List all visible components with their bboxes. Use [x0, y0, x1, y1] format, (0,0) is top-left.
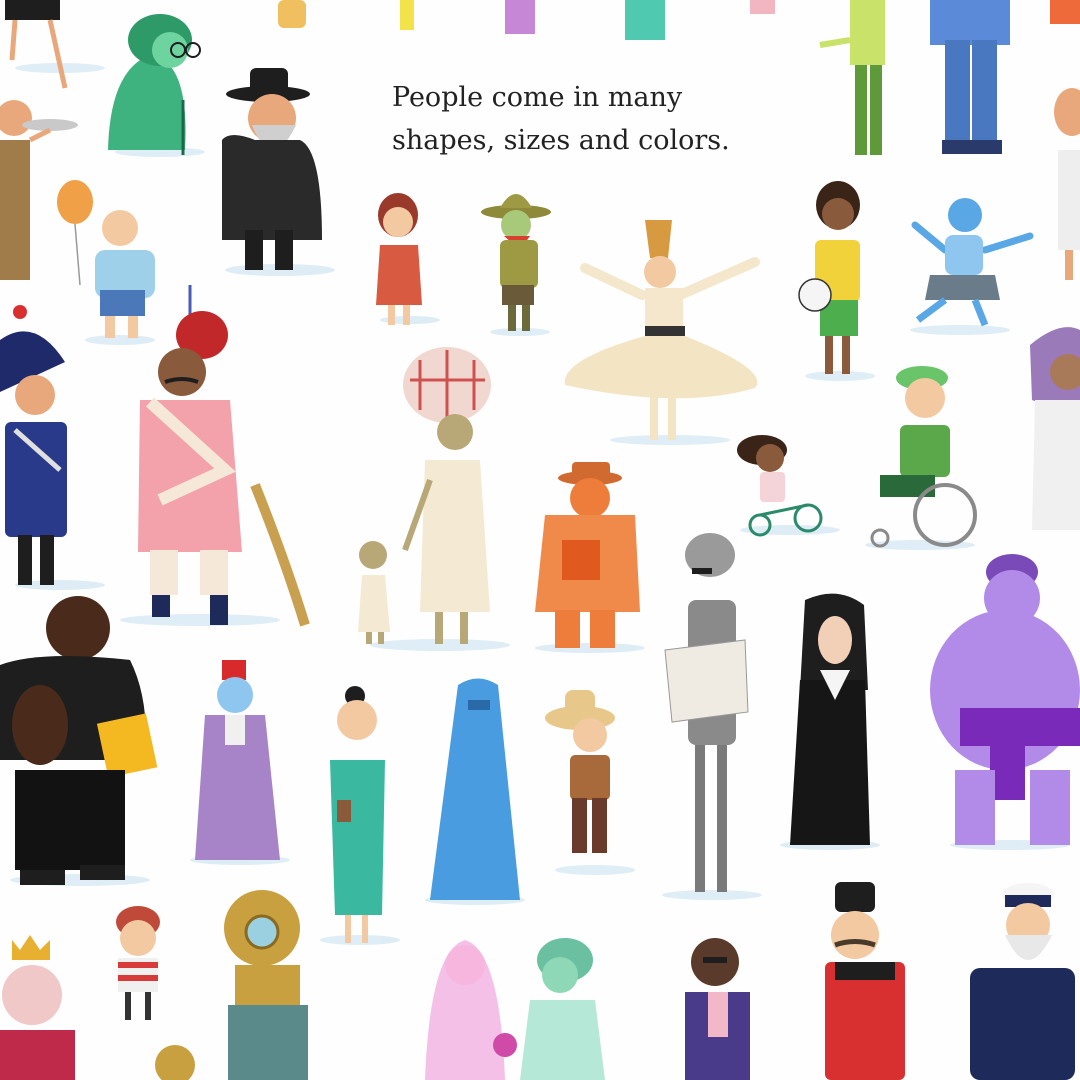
red-dress-girl-figure — [376, 193, 422, 325]
purple-suit-man-figure — [685, 938, 750, 1080]
diver-figure — [155, 890, 308, 1080]
queen-figure — [0, 935, 75, 1080]
robed-man-figure — [1030, 327, 1080, 530]
burqa-figure — [430, 678, 520, 900]
tricycle-girl-figure — [737, 435, 823, 537]
red-coat-doorman-figure — [825, 882, 905, 1080]
blue-dancer-figure — [911, 198, 1034, 327]
nun-figure — [790, 593, 870, 845]
sea-captain-figure — [970, 883, 1075, 1080]
caption-line-1: People come in many — [392, 82, 683, 113]
green-grandma-figure — [108, 14, 201, 155]
caption-text: People come in many shapes, sizes and co… — [392, 76, 792, 162]
small-child-figure — [358, 541, 390, 644]
denim-man-figure — [930, 0, 1010, 154]
sumo-wrestler-figure — [930, 554, 1080, 845]
soccer-kid-figure — [798, 181, 860, 374]
top-edge-figures — [5, 0, 1080, 89]
waiter-figure — [0, 100, 78, 280]
pink-bride-figure — [425, 940, 517, 1080]
turbaned-swordsman-figure — [138, 285, 310, 627]
cowgirl-figure — [545, 690, 615, 853]
fez-man-figure — [195, 660, 280, 860]
whirling-dervish-figure — [564, 220, 760, 440]
orange-suit-man-figure — [535, 462, 640, 648]
man-reading-book-figure — [0, 596, 158, 885]
scout-figure — [481, 194, 551, 331]
bearded-man-figure — [222, 68, 322, 270]
mother-with-basket-figure — [402, 347, 491, 644]
boy-with-balloon-figure — [57, 180, 155, 338]
soldier-figure — [0, 305, 67, 585]
wheelchair-boy-figure — [870, 366, 977, 548]
newspaper-reader-figure — [664, 533, 749, 892]
right-edge-man-figure — [1054, 88, 1080, 280]
qipao-woman-figure — [330, 686, 385, 943]
caption-line-2: shapes, sizes and colors. — [392, 125, 730, 156]
mint-bride-figure — [520, 938, 605, 1080]
striped-shirt-boy-figure — [116, 906, 160, 1020]
pointing-man-figure — [819, 0, 885, 155]
